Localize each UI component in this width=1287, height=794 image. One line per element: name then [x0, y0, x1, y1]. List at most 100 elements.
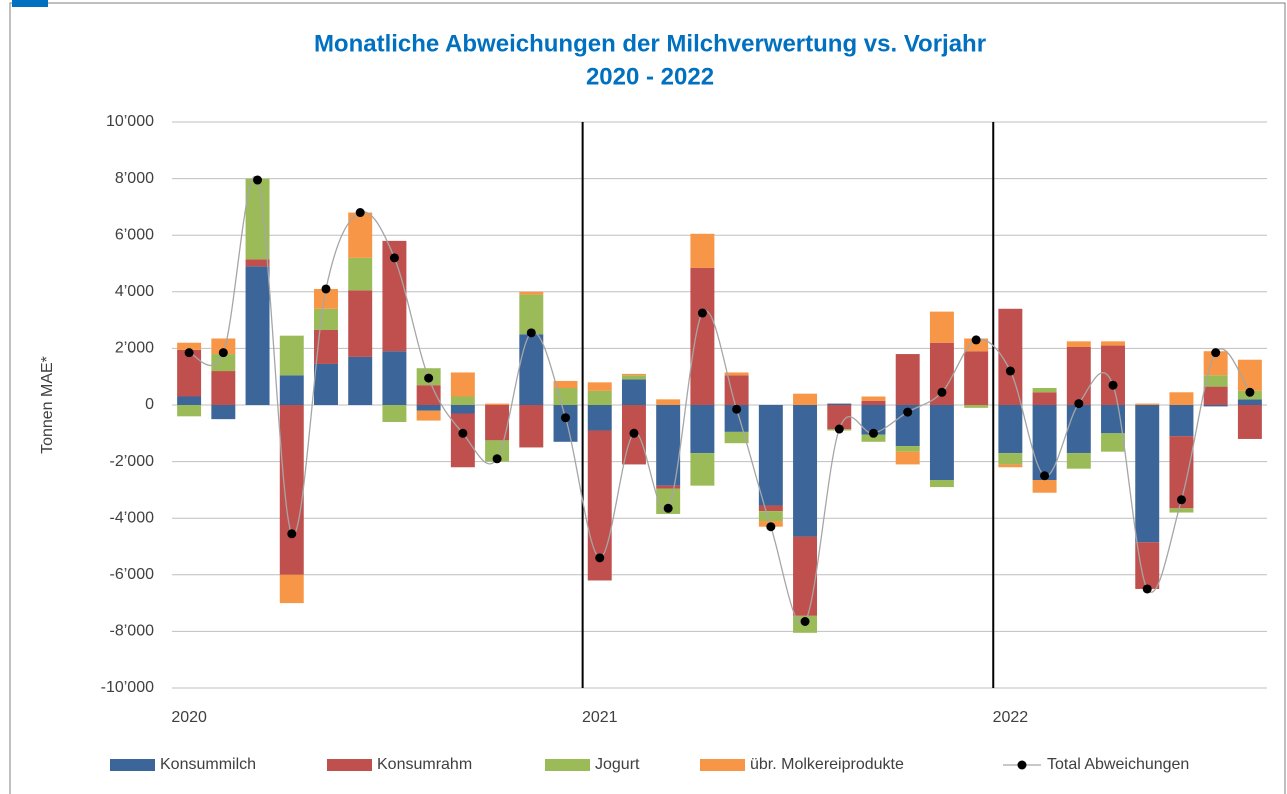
total-marker — [903, 407, 913, 417]
bar-segment — [895, 446, 920, 452]
bar-segment — [348, 212, 373, 258]
y-tick-label: 2’000 — [115, 340, 154, 357]
bar-segment — [553, 405, 578, 442]
bar-segment — [1169, 436, 1194, 509]
bar-segment — [1032, 405, 1057, 480]
bar-segment — [1237, 399, 1262, 405]
bar-segment — [314, 288, 338, 309]
y-tick-label: -6’000 — [110, 566, 155, 583]
bar-segment — [519, 334, 544, 405]
total-marker — [732, 404, 742, 414]
bar-segment — [314, 363, 338, 405]
bar-segment — [929, 342, 954, 405]
x-tick-label: 2020 — [171, 709, 207, 726]
bar-segment — [964, 338, 989, 352]
legend-swatch — [700, 759, 745, 771]
bar-segment — [450, 405, 475, 414]
bar-segment — [861, 400, 886, 405]
y-tick-label: -4’000 — [110, 509, 155, 526]
total-marker — [321, 284, 331, 294]
bar-segment — [245, 259, 270, 267]
total-marker — [253, 175, 263, 185]
y-tick-label: 10’000 — [106, 113, 154, 130]
bar-segment — [450, 396, 475, 405]
bar-segment — [177, 342, 202, 350]
bar-segment — [621, 379, 646, 405]
bar-segment — [998, 405, 1023, 454]
legend-label: Jogurt — [595, 756, 640, 773]
bar-segment — [1135, 403, 1160, 405]
bar-segment — [1237, 359, 1262, 391]
bar-segment — [416, 410, 441, 421]
bar-segment — [929, 405, 954, 480]
bar-segment — [690, 267, 715, 405]
bar-segment — [827, 403, 852, 405]
total-marker — [458, 428, 468, 438]
bar-segment — [998, 308, 1023, 405]
bar-segment — [416, 405, 441, 411]
bar-segment — [621, 375, 646, 380]
total-marker — [218, 348, 228, 358]
bar-segment — [998, 453, 1023, 465]
bar-segment — [177, 405, 202, 417]
y-tick-label: 8’000 — [115, 170, 154, 187]
bar-segment — [348, 290, 373, 357]
bar-segment — [1032, 479, 1057, 493]
total-marker — [287, 529, 297, 539]
bar-segment — [348, 257, 373, 291]
y-tick-label: 0 — [145, 396, 154, 413]
legend-label: übr. Molkereiprodukte — [750, 756, 904, 773]
bar-segment — [793, 536, 818, 616]
bar-segment — [793, 393, 818, 405]
bar-segment — [929, 479, 954, 488]
bar-segment — [553, 388, 578, 405]
legend-label: Konsumrahm — [377, 756, 472, 773]
bar-segment — [1169, 405, 1194, 437]
total-marker — [389, 253, 399, 263]
bar-segment — [279, 574, 304, 604]
total-marker — [424, 373, 434, 383]
bar-segment — [348, 356, 373, 405]
bar-segment — [690, 405, 715, 454]
bar-segment — [1135, 542, 1160, 589]
total-marker — [971, 335, 981, 345]
total-marker — [697, 308, 707, 318]
bar-segment — [690, 453, 715, 486]
bar-segment — [621, 373, 646, 376]
legend-swatch — [327, 759, 372, 771]
bar-segment — [314, 308, 338, 331]
y-tick-label: -2’000 — [110, 453, 155, 470]
total-marker — [355, 208, 365, 218]
bar-segment — [177, 349, 202, 397]
total-marker — [766, 522, 776, 532]
bar-segment — [1169, 392, 1194, 405]
bar-segment — [724, 372, 749, 376]
bar-segment — [450, 372, 475, 397]
bar-segment — [519, 291, 544, 295]
y-tick-label: 6’000 — [115, 226, 154, 243]
bar-segment — [895, 354, 920, 405]
y-tick-label: 4’000 — [115, 283, 154, 300]
x-tick-label: 2021 — [582, 709, 618, 726]
bar-segment — [279, 405, 304, 575]
total-marker — [526, 328, 536, 338]
chart-subtitle: 2020 - 2022 — [586, 63, 714, 90]
bar-segment — [827, 405, 852, 430]
y-tick-label: -10’000 — [101, 679, 154, 696]
chart-border — [9, 2, 1286, 794]
total-marker — [1108, 380, 1118, 390]
total-marker — [595, 553, 605, 563]
bar-segment — [861, 396, 886, 401]
bar-segment — [964, 351, 989, 405]
bar-segment — [416, 385, 441, 405]
total-marker — [868, 428, 878, 438]
total-marker — [800, 616, 810, 626]
bar-segment — [656, 405, 681, 486]
total-marker — [1142, 584, 1152, 594]
bar-segment — [245, 178, 270, 260]
total-marker — [184, 348, 194, 358]
total-marker — [1005, 366, 1015, 376]
bar-segment — [211, 405, 236, 420]
bar-segment — [314, 330, 338, 364]
